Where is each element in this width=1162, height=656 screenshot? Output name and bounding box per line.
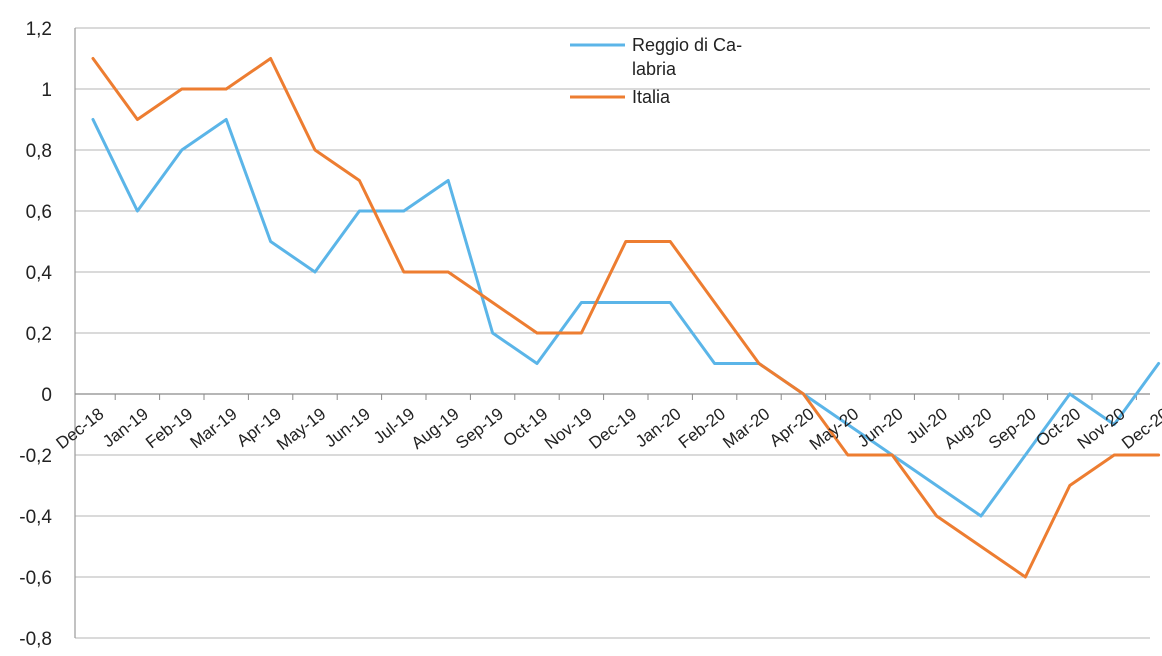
y-tick-label: 0,6 [26,202,52,223]
legend-label-reggio-di-calabria: Reggio di Ca- [632,35,742,55]
x-tick-label: Sep-19 [452,404,507,453]
series-lines [91,57,1161,579]
x-tick-label: May-19 [273,404,329,454]
y-tick-label: 0 [41,385,52,406]
x-tick-label: Oct-19 [500,404,552,450]
x-tick-labels: Dec-18Jan-19Feb-19Mar-19Apr-19May-19Jun-… [53,404,1162,454]
x-tick-label: Nov-19 [541,404,596,453]
x-tick-label: Nov-20 [1074,404,1129,453]
y-tick-label: 0,2 [26,324,52,345]
legend-label-reggio-di-calabria: labria [632,59,677,79]
y-tick-label: 1,2 [26,19,52,40]
x-tick-label: Mar-19 [187,404,241,452]
x-tick-label: Feb-19 [142,404,196,452]
series-line-reggio-di-calabria [91,118,1161,518]
y-tick-label: 0,8 [26,141,52,162]
x-tick-label: Jan-20 [632,404,685,451]
series-line-italia [91,57,1161,579]
legend: Reggio di Ca-labria Italia [570,35,742,107]
axes [74,28,1150,638]
x-tick-label: Jun-19 [321,404,374,451]
x-tick-label: Dec-19 [585,404,640,453]
x-tick-label: Jan-19 [99,404,152,451]
x-tick-label: Dec-18 [53,404,108,453]
y-tick-label: -0,4 [19,507,52,528]
y-tick-label: -0,6 [19,568,52,589]
y-tick-label: 1 [41,80,52,101]
y-tick-label: 0,4 [26,263,53,284]
gridlines [75,27,1150,639]
x-tick-label: Jun-20 [854,404,907,451]
y-tick-label: -0,8 [19,629,52,650]
x-tick-label: Aug-19 [408,404,463,453]
x-tick-label: Mar-20 [719,404,773,452]
legend-label-italia: Italia [632,87,671,107]
y-tick-labels: 1,2 1 0,8 0,6 0,4 0,2 0 -0,2 -0,4 -0,6 -0,8 [19,19,52,650]
y-tick-label: -0,2 [19,446,52,467]
x-tick-label: Aug-20 [941,404,996,453]
x-tick-label: Feb-20 [675,404,729,452]
